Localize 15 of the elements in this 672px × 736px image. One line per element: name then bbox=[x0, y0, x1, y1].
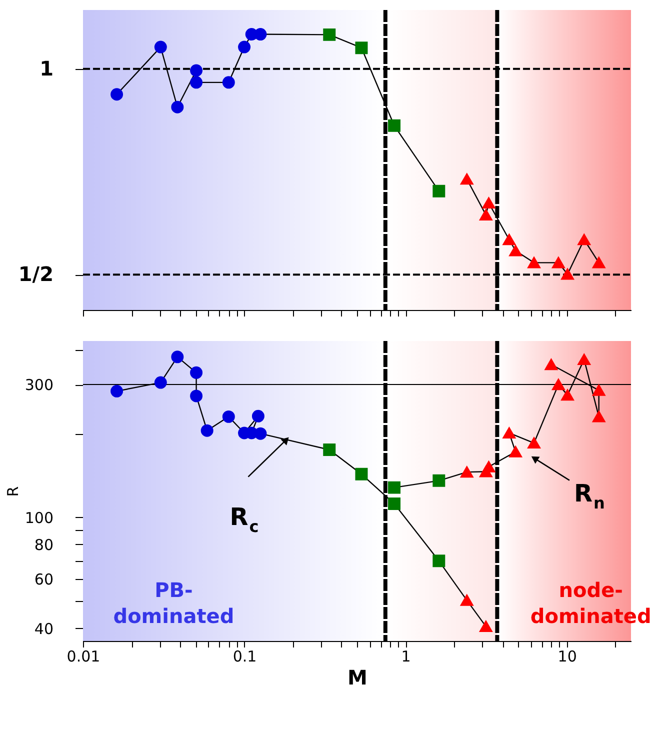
y-tick-label: 100 bbox=[24, 508, 54, 527]
x-axis-title: M bbox=[348, 666, 368, 690]
y-tick-label: 1 bbox=[40, 56, 54, 80]
x-tick-label: 0.01 bbox=[66, 648, 100, 666]
y-axis-title: R bbox=[4, 486, 22, 497]
x-tick-label: 1 bbox=[401, 648, 411, 666]
y-tick-label: 80 bbox=[34, 536, 54, 554]
y-tick-label: 40 bbox=[34, 620, 54, 638]
y-tick-label: 1/2 bbox=[18, 262, 54, 286]
x-tick-label: 10 bbox=[558, 648, 577, 666]
y-tick-label: 60 bbox=[34, 570, 54, 589]
band-label: node- dominated bbox=[530, 578, 652, 628]
band-label: PB- dominated bbox=[113, 578, 234, 628]
y-tick-label: 300 bbox=[24, 376, 54, 394]
x-tick-label: 0.1 bbox=[232, 648, 257, 666]
